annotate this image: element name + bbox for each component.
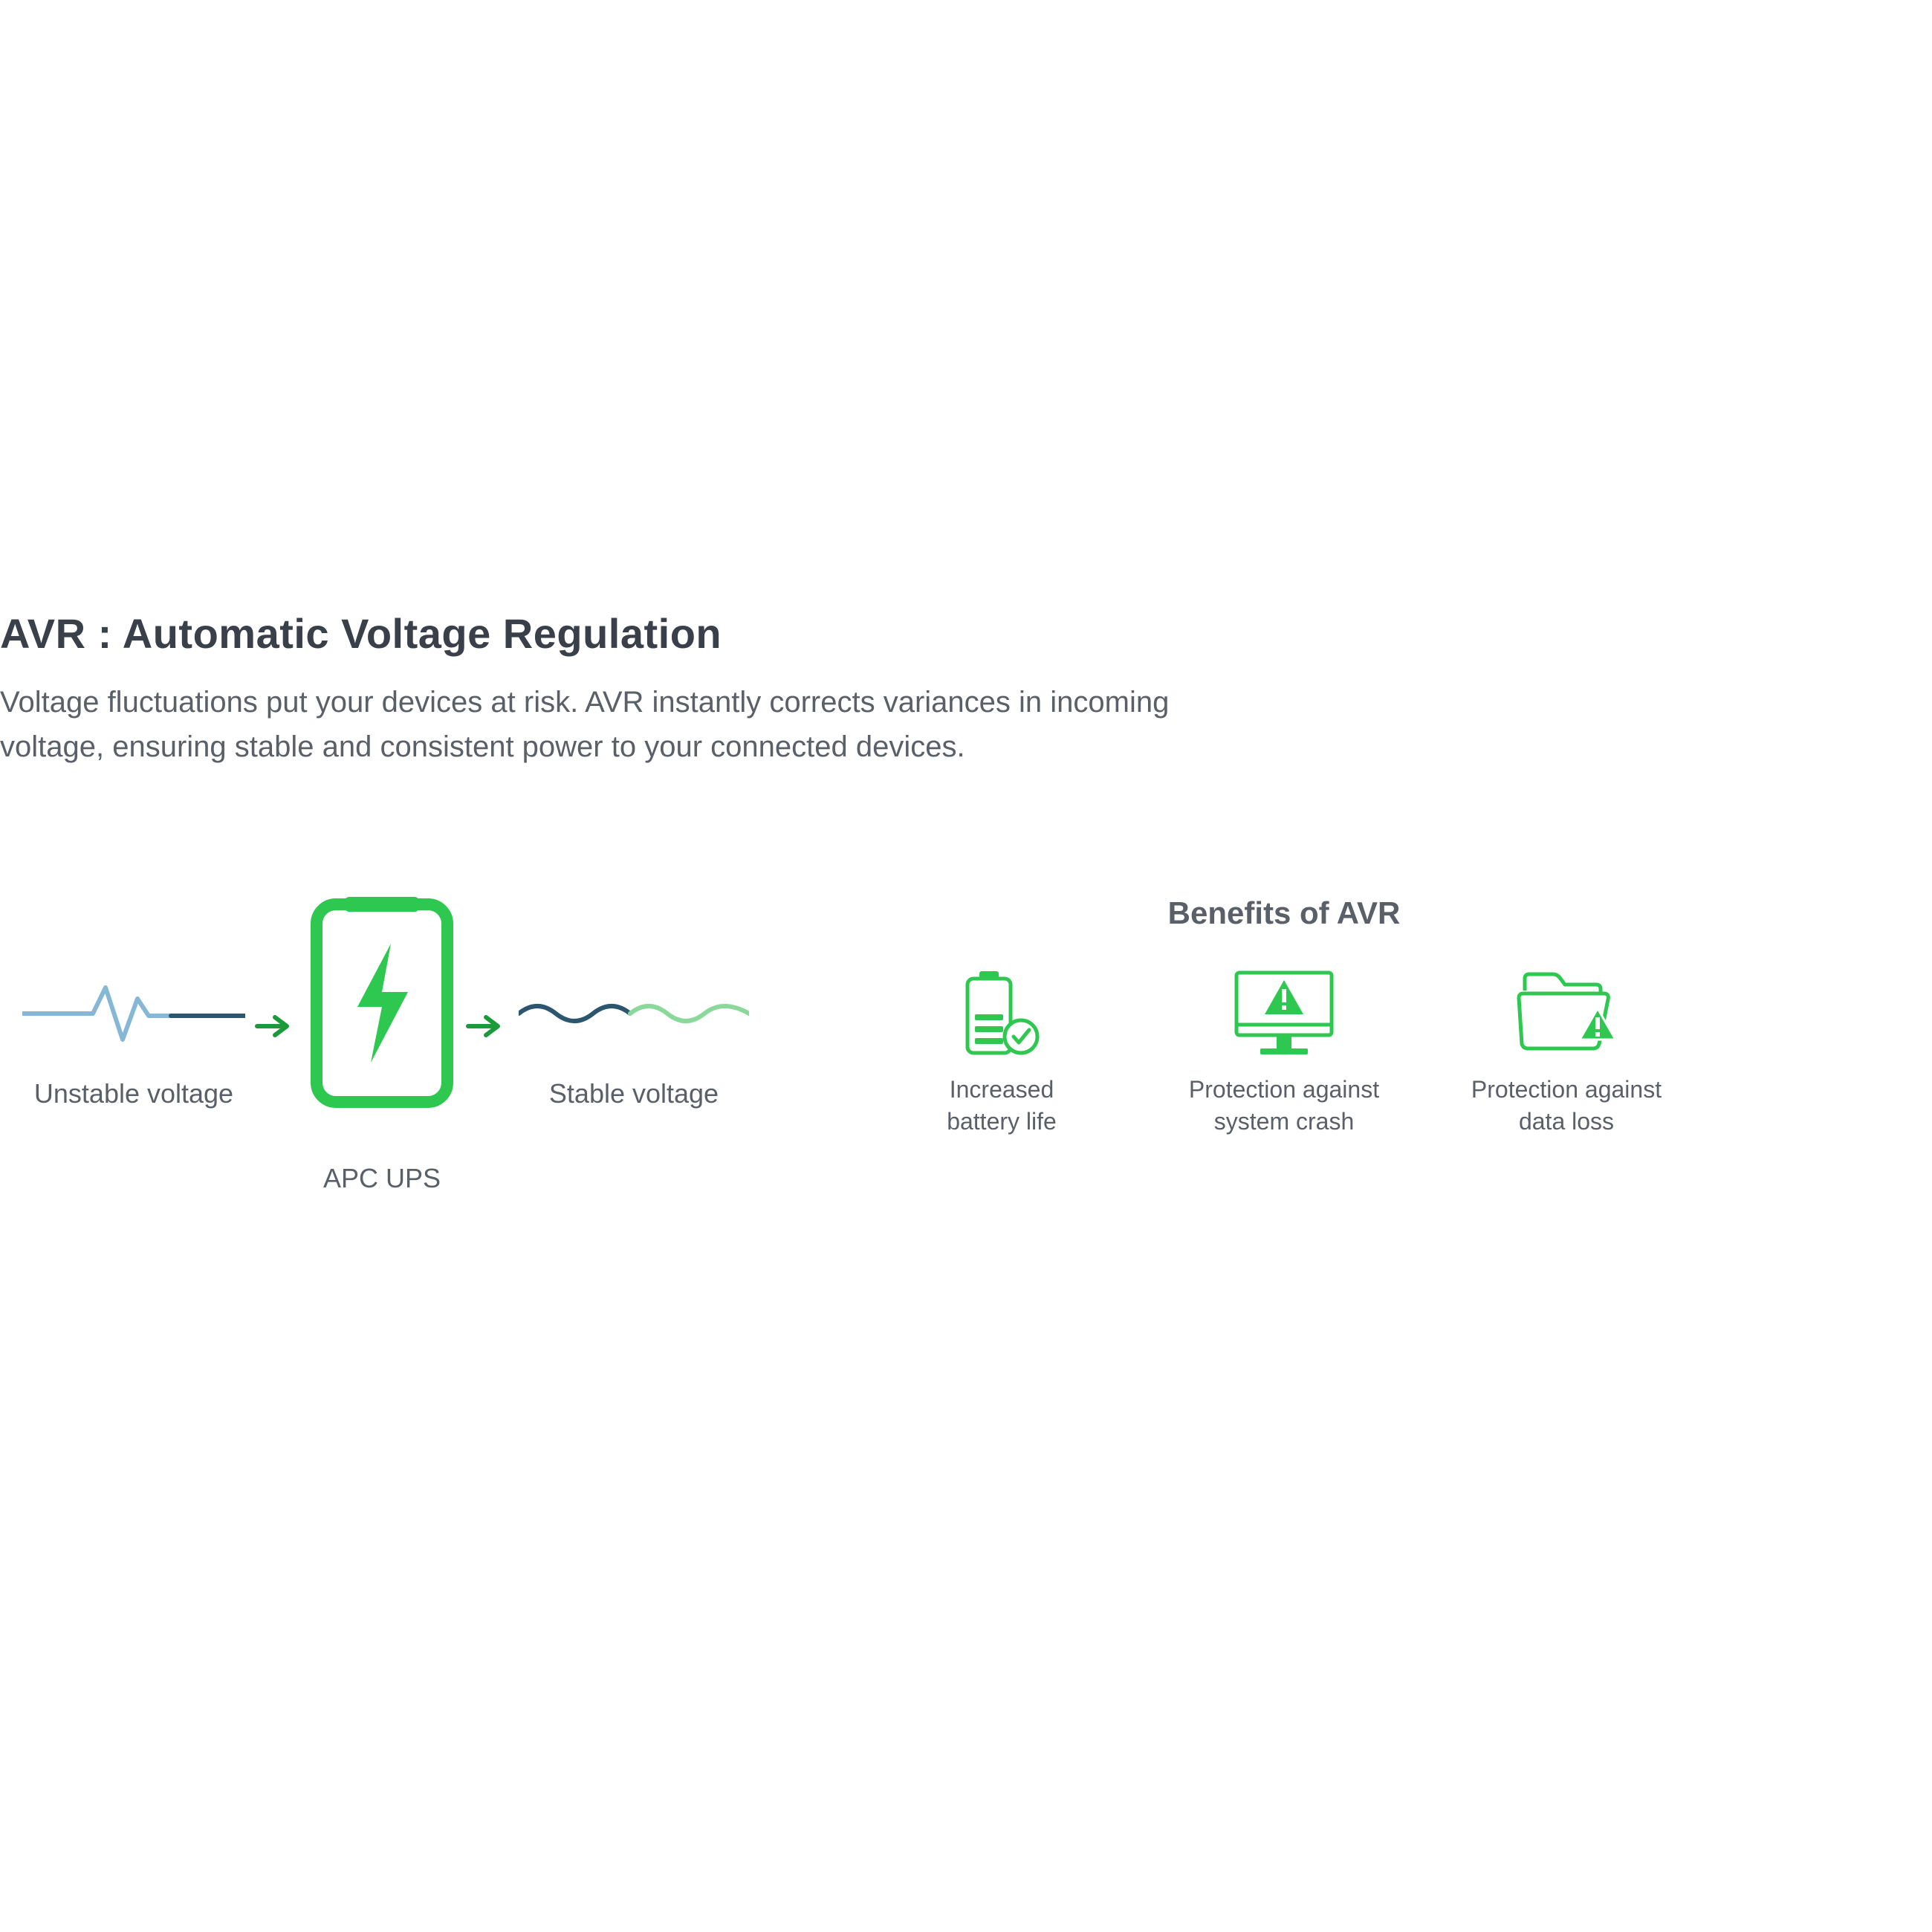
- folder-warning-icon: [1514, 968, 1618, 1057]
- page-subheading: Voltage fluctuations put your devices at…: [0, 680, 1189, 769]
- stable-wave-icon: [519, 980, 749, 1047]
- benefit-label-folder: Protection against data loss: [1471, 1074, 1662, 1138]
- arrow-in-icon: [254, 1011, 299, 1041]
- benefit-label-monitor: Protection against system crash: [1189, 1074, 1379, 1138]
- ups-label: APC UPS: [323, 1163, 441, 1194]
- unstable-wave-icon: [22, 980, 245, 1047]
- diagram-row: Unstable voltage APC UPS: [0, 895, 1932, 1194]
- stable-voltage-block: Stable voltage: [519, 980, 749, 1109]
- voltage-flow: Unstable voltage APC UPS: [0, 895, 749, 1194]
- ups-device: APC UPS: [308, 895, 456, 1194]
- benefit-item-monitor: Protection against system crash: [1173, 968, 1395, 1138]
- unstable-voltage-label: Unstable voltage: [34, 1078, 233, 1109]
- monitor-warning-icon: [1232, 968, 1336, 1057]
- unstable-voltage-block: Unstable voltage: [22, 980, 245, 1109]
- benefits-section: Benefits of AVR: [890, 895, 1678, 1138]
- benefits-row: Increased battery life: [890, 968, 1678, 1138]
- content-region: AVR : Automatic Voltage Regulation Volta…: [0, 609, 1932, 1194]
- benefit-label-battery: Increased battery life: [947, 1074, 1057, 1138]
- infographic-page: AVR : Automatic Voltage Regulation Volta…: [0, 0, 1932, 1932]
- arrow-out-icon: [465, 1011, 510, 1041]
- ups-icon: [308, 895, 456, 1111]
- stable-voltage-label: Stable voltage: [549, 1078, 719, 1109]
- benefit-item-folder: Protection against data loss: [1455, 968, 1678, 1138]
- battery-check-icon: [963, 968, 1041, 1057]
- benefits-title: Benefits of AVR: [1168, 895, 1401, 931]
- benefit-item-battery: Increased battery life: [890, 968, 1113, 1138]
- page-title: AVR : Automatic Voltage Regulation: [0, 609, 1932, 658]
